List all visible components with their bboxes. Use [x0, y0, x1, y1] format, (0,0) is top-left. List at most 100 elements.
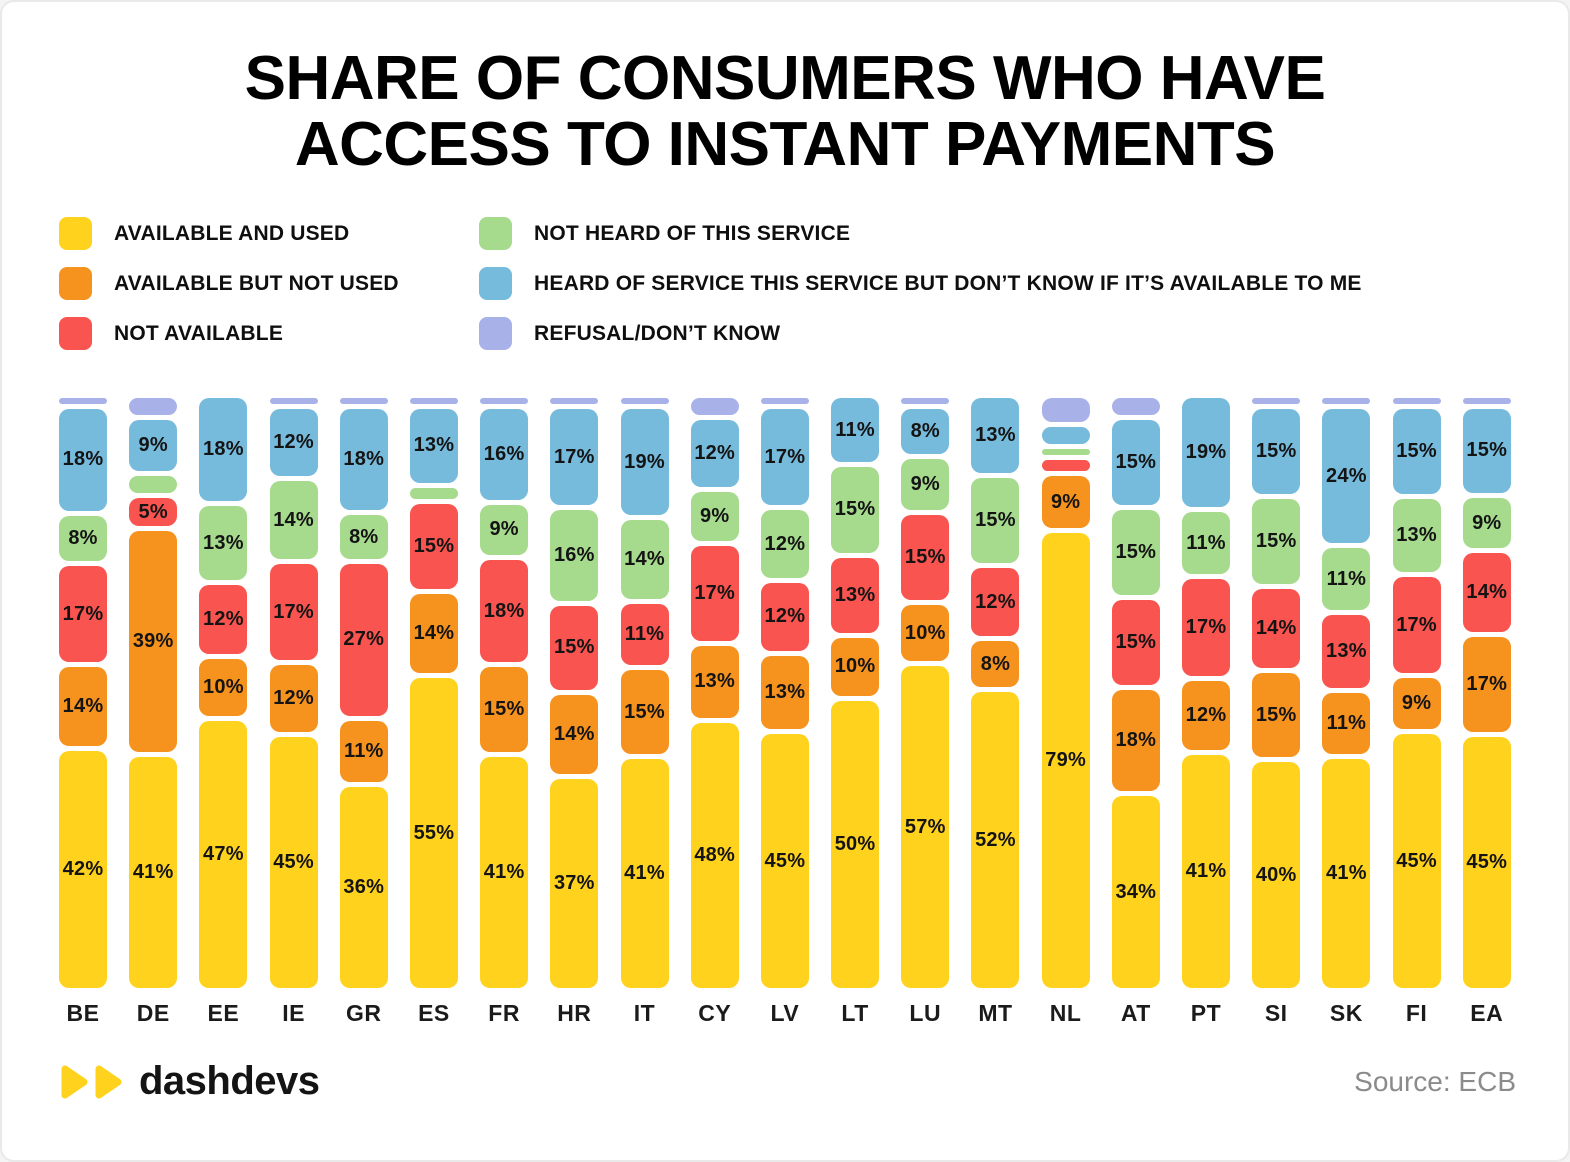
bar-column-de: 9% 5% 39% 41% [129, 398, 178, 989]
legend-item-refusal-dont-know: REFUSAL/DON’T KNOW [479, 317, 1511, 351]
bar-segment: 13% [409, 409, 458, 483]
bar-column-hr: 17% 16% 15% 14% 37% [550, 398, 599, 989]
bar-segment: 11% [1182, 511, 1230, 575]
bar-segment: 36% [339, 787, 388, 989]
bar-segment [480, 398, 529, 405]
legend-item-label: AVAILABLE BUT NOT USED [114, 271, 399, 295]
bar-segment: 41% [620, 759, 669, 989]
bar-segment: 48% [690, 722, 739, 989]
stacked-bar-chart: 18% 8% 17% 14% 42% 9% 5% 39% 41% 18% 13% 12% 10% 47% 1… [2, 398, 1568, 989]
legend-item-label: NOT AVAILABLE [114, 321, 284, 345]
bar-segment: 12% [971, 568, 1020, 637]
bar-segment: 24% [1322, 409, 1371, 544]
bar-column-ee: 18% 13% 12% 10% 47% [199, 398, 248, 989]
bar-segment [1252, 398, 1301, 405]
bar-segment [901, 398, 950, 405]
bar-segment: 42% [59, 751, 107, 989]
bar-segment: 15% [1111, 599, 1160, 685]
bar-segment: 17% [690, 546, 739, 641]
bar-column-cy: 12% 9% 17% 13% 48% [690, 398, 739, 989]
country-label: AT [1120, 1000, 1151, 1027]
bar-segment: 12% [690, 420, 739, 487]
bar-segment: 18% [199, 398, 248, 502]
bar-segment: 41% [1182, 754, 1230, 989]
bar-column-lv: 17% 12% 12% 13% 45% [760, 398, 809, 989]
bar-segment: 13% [760, 655, 809, 730]
country-label: MT [978, 1000, 1013, 1027]
bar-segment: 79% [1041, 532, 1090, 989]
bar-segment: 5% [129, 498, 178, 527]
bar-segment: 15% [409, 503, 458, 589]
country-label: SK [1329, 1000, 1363, 1027]
country-label: DE [136, 1000, 170, 1027]
bar-segment: 14% [1462, 553, 1511, 632]
bar-segment: 27% [339, 564, 388, 716]
bar-segment: 17% [1462, 636, 1511, 732]
title-line-1: SHARE OF CONSUMERS WHO HAVE [244, 44, 1326, 113]
legend-swatch-icon [59, 217, 92, 251]
bar-segment: 16% [480, 409, 529, 500]
bar-segment: 9% [129, 420, 178, 472]
legend-item-available-but-not-used: AVAILABLE BUT NOT USED [59, 267, 479, 301]
bar-segment: 13% [199, 506, 248, 581]
bar-segment [1041, 426, 1090, 444]
bar-segment: 17% [760, 409, 809, 506]
bar-segment: 39% [129, 531, 178, 752]
bar-column-fi: 15% 13% 17% 9% 45% [1392, 398, 1441, 989]
bar-segment: 10% [199, 658, 248, 716]
country-label: IE [282, 1000, 305, 1027]
bar-segment: 15% [1252, 498, 1301, 584]
bar-segment: 41% [480, 756, 529, 989]
bar-segment [1041, 448, 1090, 455]
double-play-icon [61, 1065, 122, 1099]
country-label: ES [418, 1000, 450, 1027]
legend-item-not-heard-of-service: NOT HEARD OF THIS SERVICE [479, 217, 1511, 251]
bar-segment: 13% [1322, 614, 1371, 688]
bar-segment: 15% [901, 515, 950, 600]
bar-segment: 17% [269, 564, 318, 660]
country-label: FR [488, 1000, 520, 1027]
bar-segment: 19% [620, 409, 669, 516]
bar-segment: 17% [1392, 577, 1441, 674]
legend-item-label: AVAILABLE AND USED [114, 221, 350, 245]
legend-item-label: REFUSAL/DON’T KNOW [534, 321, 781, 345]
bar-segment: 14% [620, 520, 669, 599]
bar-segment: 12% [269, 409, 318, 477]
bar-segment: 12% [760, 510, 809, 578]
source-text: Source: ECB [1354, 1065, 1516, 1097]
bar-segment [1041, 459, 1090, 472]
bar-segment: 17% [550, 409, 599, 506]
bar-segment: 14% [550, 695, 599, 775]
bar-segment: 18% [1111, 689, 1160, 792]
bar-segment: 15% [971, 477, 1020, 564]
legend-swatch-icon [479, 267, 512, 301]
bar-segment: 15% [480, 667, 529, 752]
legend-swatch-icon [479, 317, 512, 351]
bar-column-gr: 18% 8% 27% 11% 36% [339, 398, 388, 989]
bar-segment: 15% [1462, 409, 1511, 493]
bar-segment: 50% [831, 700, 880, 989]
legend-item-not-available: NOT AVAILABLE [59, 317, 479, 351]
bar-segment: 9% [690, 491, 739, 542]
bar-segment: 15% [1252, 672, 1301, 758]
bar-segment: 15% [550, 605, 599, 691]
bar-segment: 12% [199, 585, 248, 654]
country-label: GR [346, 1000, 382, 1027]
logo-text: dashdevs [139, 1059, 320, 1104]
dashdevs-logo: dashdevs [59, 1059, 320, 1104]
bar-column-si: 15% 15% 14% 15% 40% [1252, 398, 1301, 989]
bar-segment: 14% [59, 667, 107, 747]
bar-segment: 15% [1252, 409, 1301, 494]
country-label: CY [698, 1000, 732, 1027]
bar-segment: 11% [1322, 548, 1371, 610]
legend-swatch-icon [479, 217, 512, 251]
bar-column-es: 13% 15% 14% 55% [409, 398, 458, 989]
bar-segment: 15% [1111, 420, 1160, 506]
bar-segment: 14% [269, 481, 318, 560]
legend: AVAILABLE AND USED AVAILABLE BUT NOT USE… [2, 217, 1568, 351]
bar-segment: 11% [831, 398, 880, 462]
bar-segment: 41% [129, 756, 178, 989]
legend-item-label: NOT HEARD OF THIS SERVICE [534, 221, 851, 245]
bar-segment: 52% [971, 692, 1020, 989]
